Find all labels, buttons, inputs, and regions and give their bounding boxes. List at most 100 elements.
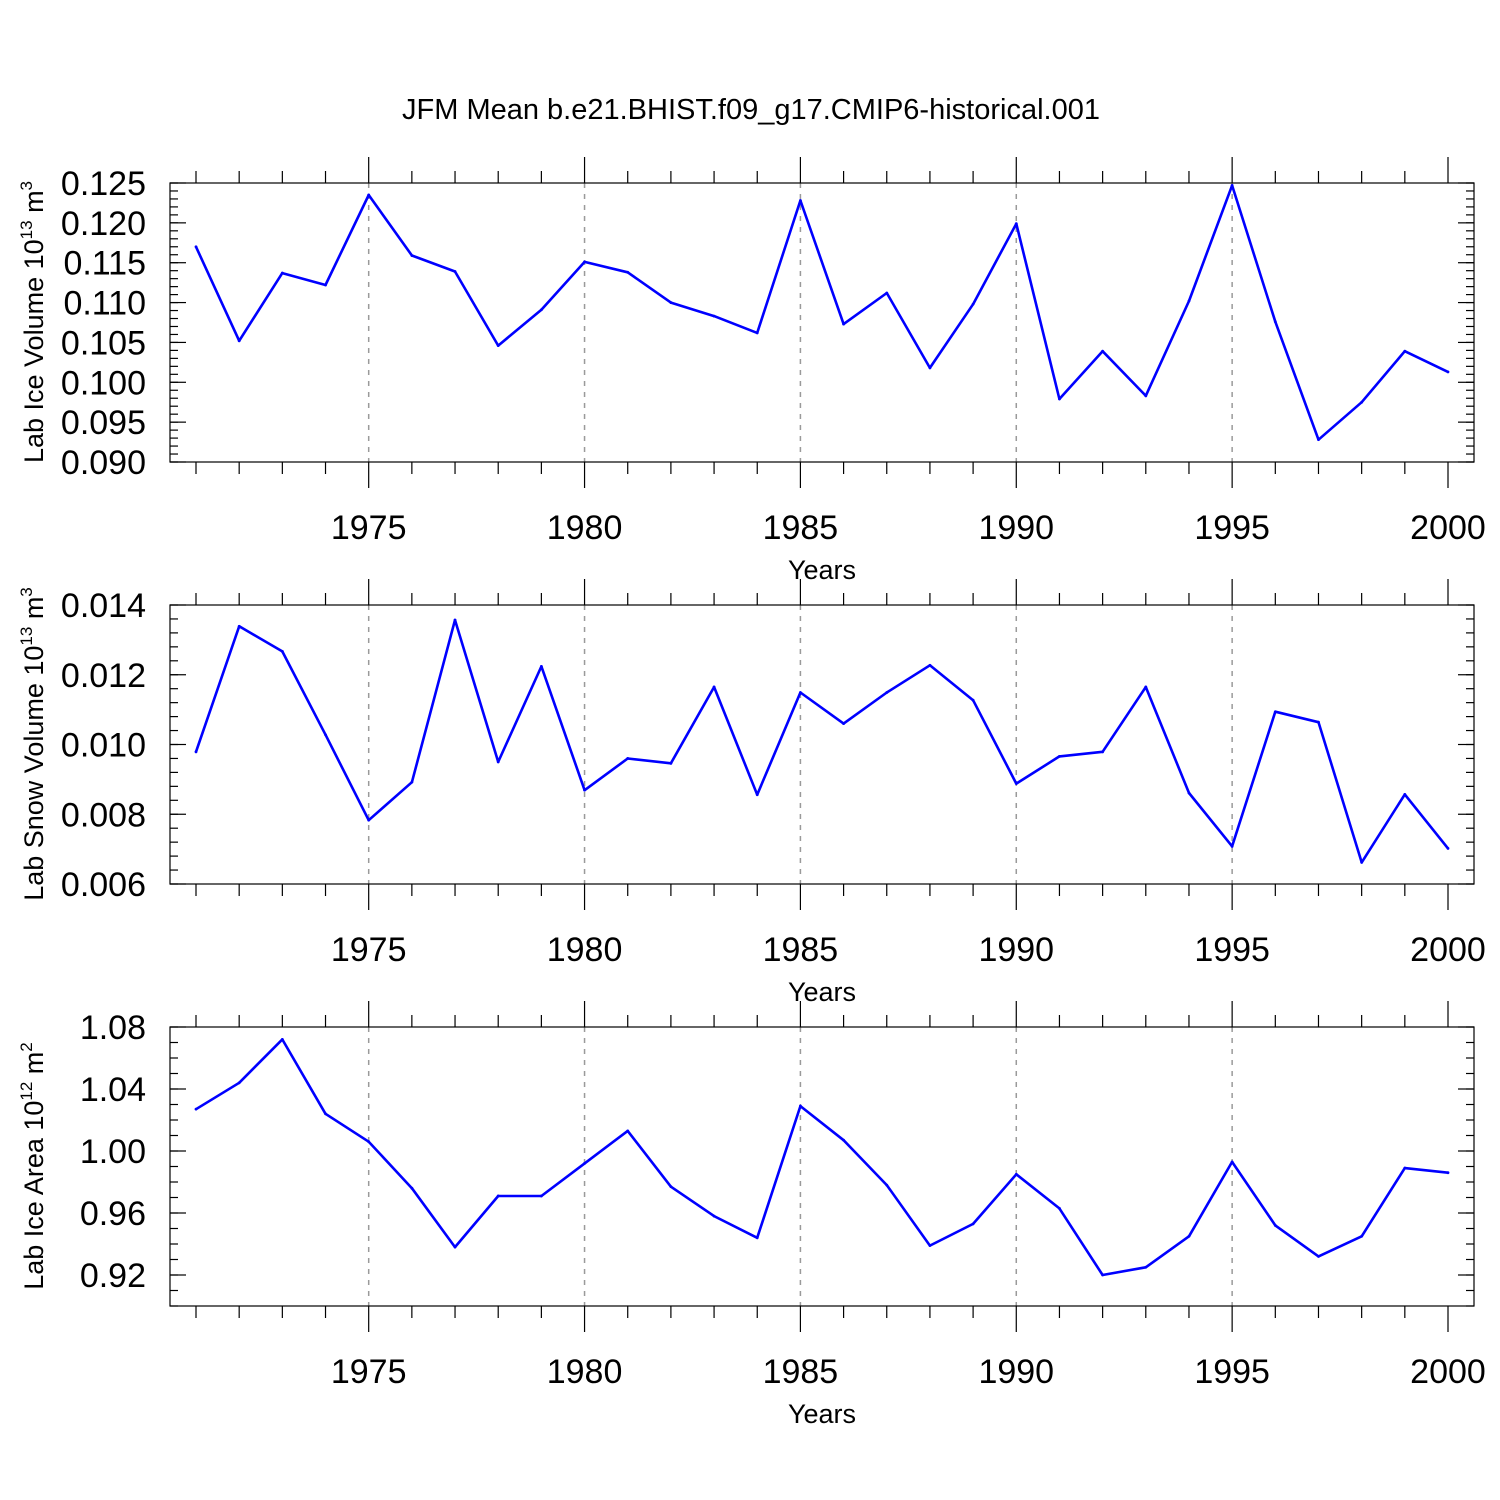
data-point xyxy=(669,1185,673,1189)
data-point xyxy=(885,691,889,694)
data-point xyxy=(842,722,845,725)
data-point xyxy=(237,1081,241,1085)
data-point xyxy=(799,1104,802,1108)
x-tick-label: 2000 xyxy=(1410,509,1486,547)
data-point xyxy=(712,685,716,689)
data-point xyxy=(1144,394,1148,398)
data-point xyxy=(799,199,802,202)
data-point xyxy=(1101,349,1105,353)
data-point xyxy=(755,331,759,335)
data-point xyxy=(367,1140,371,1144)
x-tick-label: 1975 xyxy=(331,1353,407,1391)
data-point xyxy=(324,1112,327,1116)
data-point xyxy=(1446,370,1450,374)
y-tick-label: 0.125 xyxy=(61,165,146,203)
data-point xyxy=(367,193,371,197)
data-point xyxy=(410,780,414,784)
data-point xyxy=(842,1138,845,1142)
data-point xyxy=(1317,1255,1320,1258)
data-point xyxy=(237,339,241,343)
data-point xyxy=(1058,397,1061,401)
x-tick-label: 1985 xyxy=(763,931,839,969)
x-tick-label: 1980 xyxy=(547,931,623,969)
series-line xyxy=(194,184,1449,442)
data-point xyxy=(626,1129,630,1133)
x-tick-label: 1995 xyxy=(1194,931,1270,969)
plot-frame xyxy=(169,1026,1475,1307)
data-point xyxy=(971,302,975,306)
data-point xyxy=(928,1244,932,1247)
y-tick-label: 0.012 xyxy=(61,657,146,695)
data-point xyxy=(669,761,673,765)
data-point xyxy=(1230,1160,1234,1164)
data-point xyxy=(324,283,327,287)
x-tick-label: 1975 xyxy=(331,509,407,547)
data-point xyxy=(583,788,586,792)
data-point xyxy=(971,1222,975,1226)
y-tick-label: 0.100 xyxy=(61,364,146,402)
data-point xyxy=(539,308,543,312)
y-tick-label: 0.92 xyxy=(80,1257,146,1295)
chart-panel-1: 0.0900.0950.1000.1050.1100.1150.1200.125… xyxy=(17,157,1486,585)
data-point xyxy=(496,760,500,764)
data-point xyxy=(1317,720,1320,724)
y-axis-label: Lab Ice Area 1012 m2 xyxy=(17,1042,49,1290)
x-tick-label: 1990 xyxy=(978,931,1054,969)
y-tick-label: 0.110 xyxy=(63,285,146,323)
data-point xyxy=(1101,1273,1105,1277)
x-tick-label: 2000 xyxy=(1410,1353,1486,1391)
data-point xyxy=(1273,320,1277,324)
data-point xyxy=(583,260,586,264)
x-axis-label: Years xyxy=(788,1399,856,1429)
data-point xyxy=(1144,1265,1148,1269)
x-tick-label: 1980 xyxy=(547,1353,623,1391)
data-point xyxy=(583,1162,586,1165)
data-point xyxy=(453,618,457,622)
data-point xyxy=(885,1183,889,1187)
y-tick-label: 0.014 xyxy=(61,587,146,625)
data-point xyxy=(1187,299,1191,303)
data-point xyxy=(367,818,371,822)
data-point xyxy=(1014,1172,1018,1176)
y-axis-label: Lab Ice Volume 1013 m3 xyxy=(17,181,49,463)
data-point xyxy=(194,750,198,754)
data-point xyxy=(280,1038,284,1041)
y-tick-label: 0.008 xyxy=(61,796,146,834)
data-point xyxy=(755,1236,759,1240)
data-point xyxy=(1101,750,1105,754)
x-tick-label: 2000 xyxy=(1410,931,1486,969)
data-point xyxy=(712,314,716,318)
x-tick-label: 1990 xyxy=(978,1353,1054,1391)
x-tick-label: 1985 xyxy=(763,509,839,547)
data-point xyxy=(194,1107,198,1111)
data-point xyxy=(1058,1206,1061,1210)
x-tick-label: 1995 xyxy=(1194,509,1270,547)
x-tick-label: 1975 xyxy=(331,931,407,969)
x-tick-label: 1985 xyxy=(763,1353,839,1391)
data-point xyxy=(928,366,932,370)
figure-title: JFM Mean b.e21.BHIST.f09_g17.CMIP6-histo… xyxy=(402,94,1100,126)
data-point xyxy=(928,663,932,667)
data-point xyxy=(1014,782,1018,785)
data-point xyxy=(410,254,414,257)
data-point xyxy=(1317,438,1320,442)
y-tick-label: 0.006 xyxy=(61,866,146,904)
data-point xyxy=(1144,685,1148,689)
data-point xyxy=(842,322,845,326)
y-tick-label: 1.08 xyxy=(80,1009,146,1047)
data-point xyxy=(280,649,284,653)
data-point xyxy=(539,664,543,668)
x-tick-label: 1990 xyxy=(978,509,1054,547)
panels-group: 0.0900.0950.1000.1050.1100.1150.1200.125… xyxy=(17,157,1486,1429)
data-point xyxy=(712,1214,716,1218)
data-point xyxy=(755,793,759,797)
data-point xyxy=(496,1194,500,1198)
y-tick-label: 0.095 xyxy=(61,404,146,442)
data-point xyxy=(971,698,975,702)
data-point xyxy=(453,1245,457,1249)
data-point xyxy=(1187,1234,1191,1238)
data-point xyxy=(885,291,889,295)
y-axis-label: Lab Snow Volume 1013 m3 xyxy=(17,587,49,901)
data-point xyxy=(1058,754,1061,758)
